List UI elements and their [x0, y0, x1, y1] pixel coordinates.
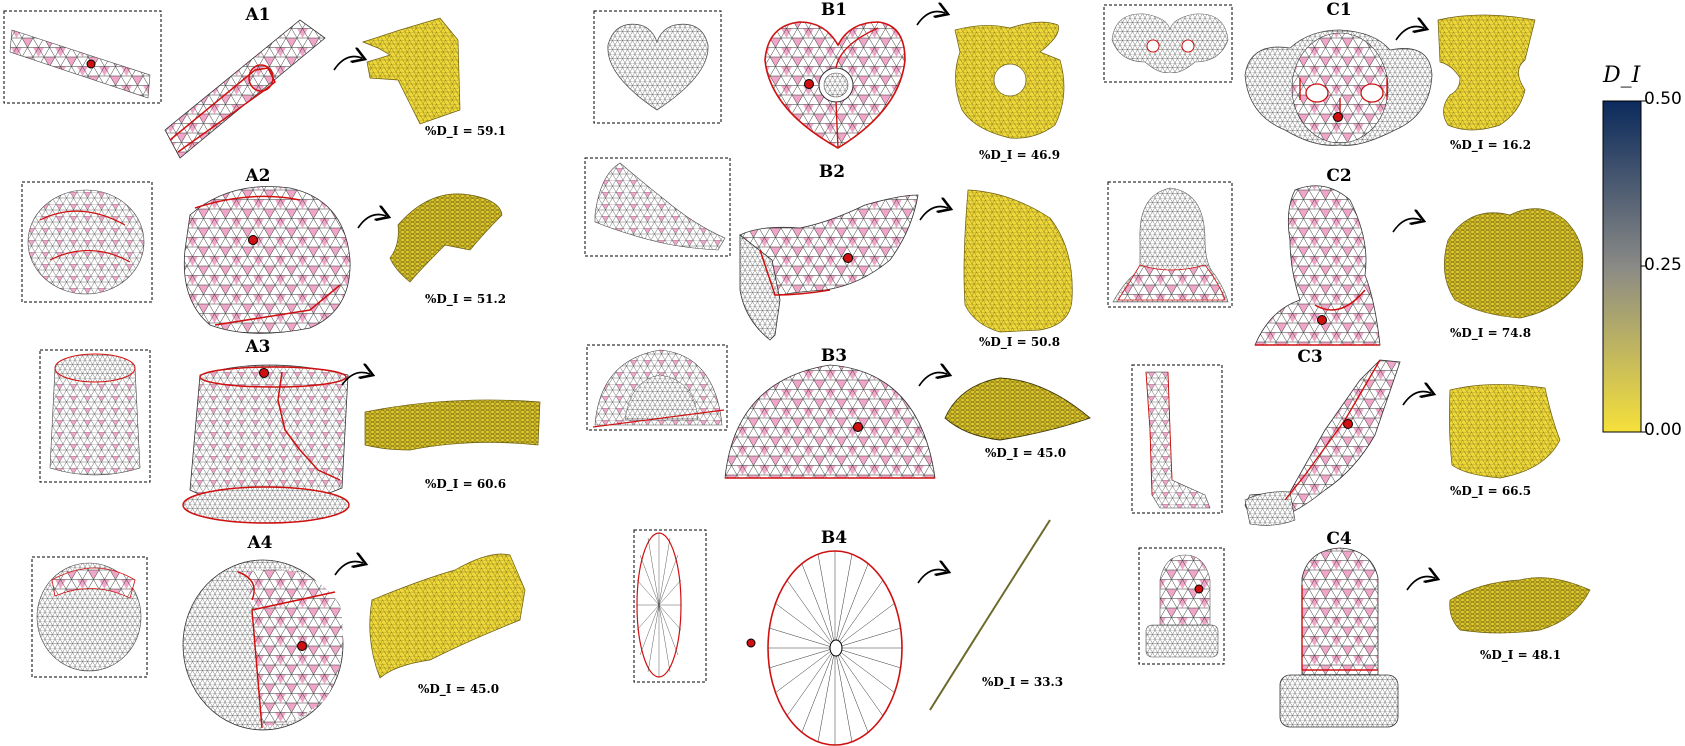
seed-marker-c1	[1334, 113, 1343, 122]
eye-right-c1	[1361, 84, 1383, 102]
panel-label-a2: A2	[228, 166, 288, 186]
panel-label-c1: C1	[1309, 0, 1369, 20]
arrow-b3	[919, 373, 947, 387]
percent-label-b3: %D_I = 45.0	[985, 446, 1066, 460]
param-c1	[1438, 15, 1535, 130]
percent-label-b4: %D_I = 33.3	[982, 675, 1063, 689]
panel-label-c4: C4	[1309, 529, 1369, 549]
arrow-b2	[920, 207, 948, 221]
panel-label-a4: A4	[230, 533, 290, 553]
percent-label-a4: %D_I = 45.0	[418, 682, 499, 696]
base-c4	[1280, 675, 1398, 727]
panel-c1	[1104, 5, 1535, 145]
arrow-a2	[358, 215, 386, 229]
param-b2	[964, 190, 1072, 332]
arrow-b4	[918, 570, 946, 584]
param-c4	[1450, 578, 1590, 633]
panel-c3	[1132, 360, 1560, 525]
mesh-a3	[190, 365, 348, 505]
arrow-a1	[334, 57, 362, 71]
panel-label-b1: B1	[804, 0, 864, 20]
percent-label-c3: %D_I = 66.5	[1450, 484, 1531, 498]
inset-mesh-b2	[595, 163, 725, 250]
param-a1	[363, 18, 460, 124]
colorbar-tick-label-mid: 0.25	[1644, 255, 1682, 275]
colorbar-tick-label-top: 0.50	[1644, 89, 1682, 109]
panel-a1	[4, 11, 460, 158]
param-c2	[1444, 209, 1583, 318]
inset-eye-left-c1	[1147, 40, 1159, 52]
seed-marker-c4-inset	[1195, 585, 1203, 593]
seed-marker-a2	[249, 236, 258, 245]
seed-marker-b4	[747, 639, 755, 647]
percent-label-b1: %D_I = 46.9	[979, 148, 1060, 162]
seed-marker-b1	[805, 80, 814, 89]
seed-marker-a1-inset	[87, 60, 95, 68]
arrow-a4	[335, 562, 363, 576]
panel-c4	[1139, 548, 1590, 727]
percent-label-a2: %D_I = 51.2	[425, 292, 506, 306]
panel-a3	[40, 350, 540, 523]
arrow-b1	[917, 12, 945, 26]
percent-label-c1: %D_I = 16.2	[1450, 138, 1531, 152]
param-hole-b1	[994, 64, 1026, 96]
param-a3	[365, 400, 540, 450]
panel-label-c2: C2	[1309, 166, 1369, 186]
panel-a4	[32, 554, 525, 730]
panel-b2	[585, 158, 1072, 340]
colorbar	[1603, 101, 1647, 432]
panel-label-a1: A1	[228, 5, 288, 25]
inset-pink-c2	[1118, 265, 1225, 300]
percent-label-a1: %D_I = 59.1	[425, 124, 506, 138]
inset-base-c4	[1146, 625, 1218, 657]
seed-marker-a4	[298, 642, 307, 651]
percent-label-a3: %D_I = 60.6	[425, 477, 506, 491]
panel-label-c3: C3	[1280, 347, 1340, 367]
inset-mesh-a2	[28, 190, 144, 294]
seed-marker-c2	[1318, 316, 1327, 325]
percent-label-c4: %D_I = 48.1	[1480, 648, 1561, 662]
panel-c2	[1108, 182, 1583, 345]
seed-marker-b3	[854, 423, 863, 432]
mesh-a2	[184, 187, 350, 334]
mesh-c4	[1302, 548, 1378, 675]
arrow-c4	[1407, 577, 1435, 591]
eye-left-c1	[1306, 84, 1328, 102]
param-a4	[370, 554, 525, 678]
panel-a2	[22, 182, 502, 333]
param-c3	[1449, 384, 1560, 478]
inset-eye-right-c1	[1182, 40, 1194, 52]
param-a2	[390, 194, 502, 282]
percent-label-c2: %D_I = 74.8	[1450, 326, 1531, 340]
inset-mesh-b1	[608, 24, 708, 110]
panel-label-a3: A3	[228, 337, 288, 357]
hole-b1-inner	[824, 73, 848, 97]
percent-label-b2: %D_I = 50.8	[979, 335, 1060, 349]
colorbar-gradient	[1603, 101, 1641, 432]
colorbar-tick-label-bottom: 0.00	[1644, 420, 1682, 440]
arrow-c1	[1396, 27, 1424, 41]
panel-label-b3: B3	[804, 346, 864, 366]
arrow-c2	[1393, 219, 1421, 233]
seed-marker-a3	[260, 369, 269, 378]
inset-mesh-c3	[1146, 372, 1210, 508]
inset-mesh-a1	[10, 30, 150, 98]
panel-label-b2: B2	[802, 162, 862, 182]
inset-top-a3	[55, 354, 135, 382]
seed-marker-b2	[844, 254, 853, 263]
inset-mesh-c1	[1112, 14, 1228, 73]
mesh-a3-bottom	[183, 487, 349, 523]
panel-label-b4: B4	[804, 528, 864, 548]
seed-marker-c3	[1344, 420, 1353, 429]
arrow-c3	[1403, 392, 1431, 406]
hub-b4	[830, 640, 842, 656]
param-b3	[945, 378, 1090, 440]
panel-b1	[594, 11, 1064, 148]
colorbar-title: D_I	[1603, 63, 1640, 88]
mesh-a1	[165, 20, 325, 158]
panel-b4	[634, 520, 1050, 745]
mesh-b3	[725, 365, 935, 478]
